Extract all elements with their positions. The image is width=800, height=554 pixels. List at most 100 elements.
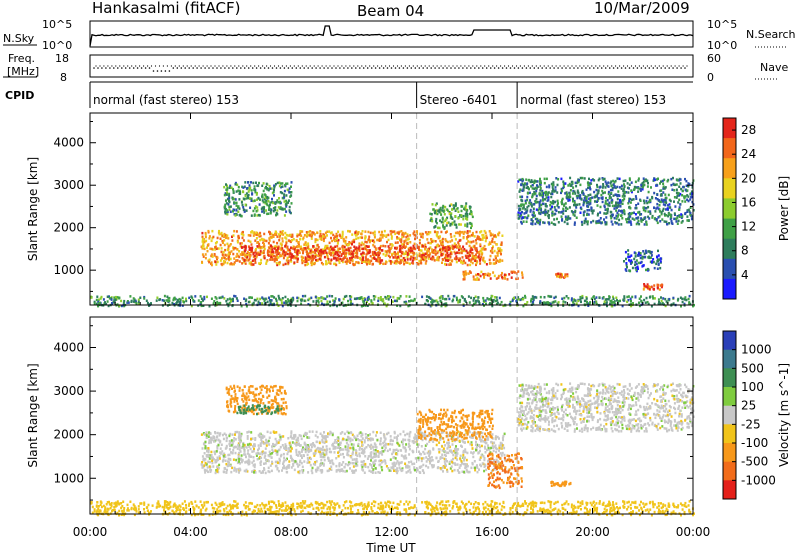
data-cell <box>261 199 264 202</box>
data-cell <box>532 300 534 304</box>
data-cell <box>547 294 550 298</box>
data-cell <box>442 204 445 208</box>
data-cell <box>263 205 266 209</box>
nave-point <box>349 65 351 67</box>
data-cell <box>643 223 646 226</box>
data-cell <box>316 243 319 247</box>
data-cell <box>600 221 603 225</box>
data-cell <box>590 179 593 182</box>
data-cell <box>310 237 313 240</box>
data-cell <box>491 237 494 241</box>
data-cell <box>254 299 257 302</box>
data-cell <box>526 206 529 209</box>
data-cell <box>264 196 267 199</box>
data-cell <box>643 252 646 255</box>
freq-point <box>172 67 175 69</box>
data-cell <box>464 261 467 265</box>
data-cell <box>354 231 357 234</box>
data-cell <box>250 231 253 234</box>
data-cell <box>262 209 265 212</box>
data-cell <box>402 235 405 238</box>
data-cell <box>429 212 432 216</box>
data-cell <box>437 250 440 253</box>
data-cell <box>413 233 416 237</box>
data-cell <box>213 253 216 256</box>
data-cell <box>397 252 399 256</box>
data-cell <box>234 246 237 250</box>
data-cell <box>577 299 580 303</box>
data-cell <box>283 189 286 193</box>
data-cell <box>272 207 275 210</box>
data-cell <box>603 177 606 181</box>
data-cell <box>256 198 258 201</box>
data-cell <box>114 295 117 299</box>
data-cell <box>237 234 240 238</box>
data-cell <box>588 197 591 201</box>
data-cell <box>621 195 624 198</box>
data-cell <box>451 245 454 248</box>
data-cell <box>685 298 688 302</box>
data-cell <box>491 304 494 308</box>
freq-point <box>636 67 639 69</box>
data-cell <box>393 252 396 256</box>
data-cell <box>208 237 211 240</box>
data-cell <box>276 199 279 202</box>
data-cell <box>302 237 305 241</box>
data-cell <box>377 238 380 241</box>
data-cell <box>259 297 262 301</box>
data-cell <box>466 213 469 216</box>
data-cell <box>254 205 257 208</box>
data-cell <box>539 189 542 192</box>
data-cell <box>557 221 560 224</box>
data-cell <box>290 258 292 261</box>
data-cell <box>280 301 283 305</box>
data-cell <box>543 301 546 304</box>
data-cell <box>288 209 291 212</box>
data-cell <box>281 240 284 243</box>
data-cell <box>414 247 417 251</box>
data-cell <box>161 299 164 302</box>
data-cell <box>470 233 473 237</box>
data-cell <box>455 450 458 453</box>
data-cell <box>205 239 208 243</box>
freq-point <box>577 67 579 69</box>
data-cell <box>257 233 260 237</box>
data-cell <box>246 187 249 190</box>
data-cell <box>511 299 514 303</box>
data-cell <box>450 203 453 206</box>
data-cell <box>297 241 300 244</box>
data-cell <box>273 260 276 263</box>
data-cell <box>378 239 381 242</box>
data-cell <box>677 297 680 301</box>
data-cell <box>645 220 648 224</box>
data-cell <box>604 298 607 301</box>
data-cell <box>346 438 349 442</box>
nave-point <box>321 65 323 67</box>
data-cell <box>261 246 264 249</box>
data-cell <box>273 245 276 249</box>
data-cell <box>640 295 642 298</box>
data-cell <box>625 263 628 267</box>
data-cell <box>441 456 444 459</box>
data-cell <box>296 260 299 263</box>
data-cell <box>596 185 599 189</box>
data-cell <box>433 250 436 253</box>
data-cell <box>364 298 367 301</box>
data-cell <box>431 298 434 302</box>
data-cell <box>457 241 460 244</box>
data-cell <box>268 470 271 474</box>
data-cell <box>537 219 540 222</box>
data-cell <box>441 237 444 241</box>
data-cell <box>457 301 460 304</box>
data-cell <box>585 196 588 199</box>
data-cell <box>588 208 591 212</box>
data-cell <box>647 302 650 306</box>
data-cell <box>286 452 289 456</box>
data-cell <box>675 217 678 221</box>
data-cell <box>468 240 471 244</box>
data-cell <box>531 220 534 223</box>
data-cell <box>132 300 135 303</box>
data-cell <box>172 297 175 300</box>
data-cell <box>484 464 487 467</box>
